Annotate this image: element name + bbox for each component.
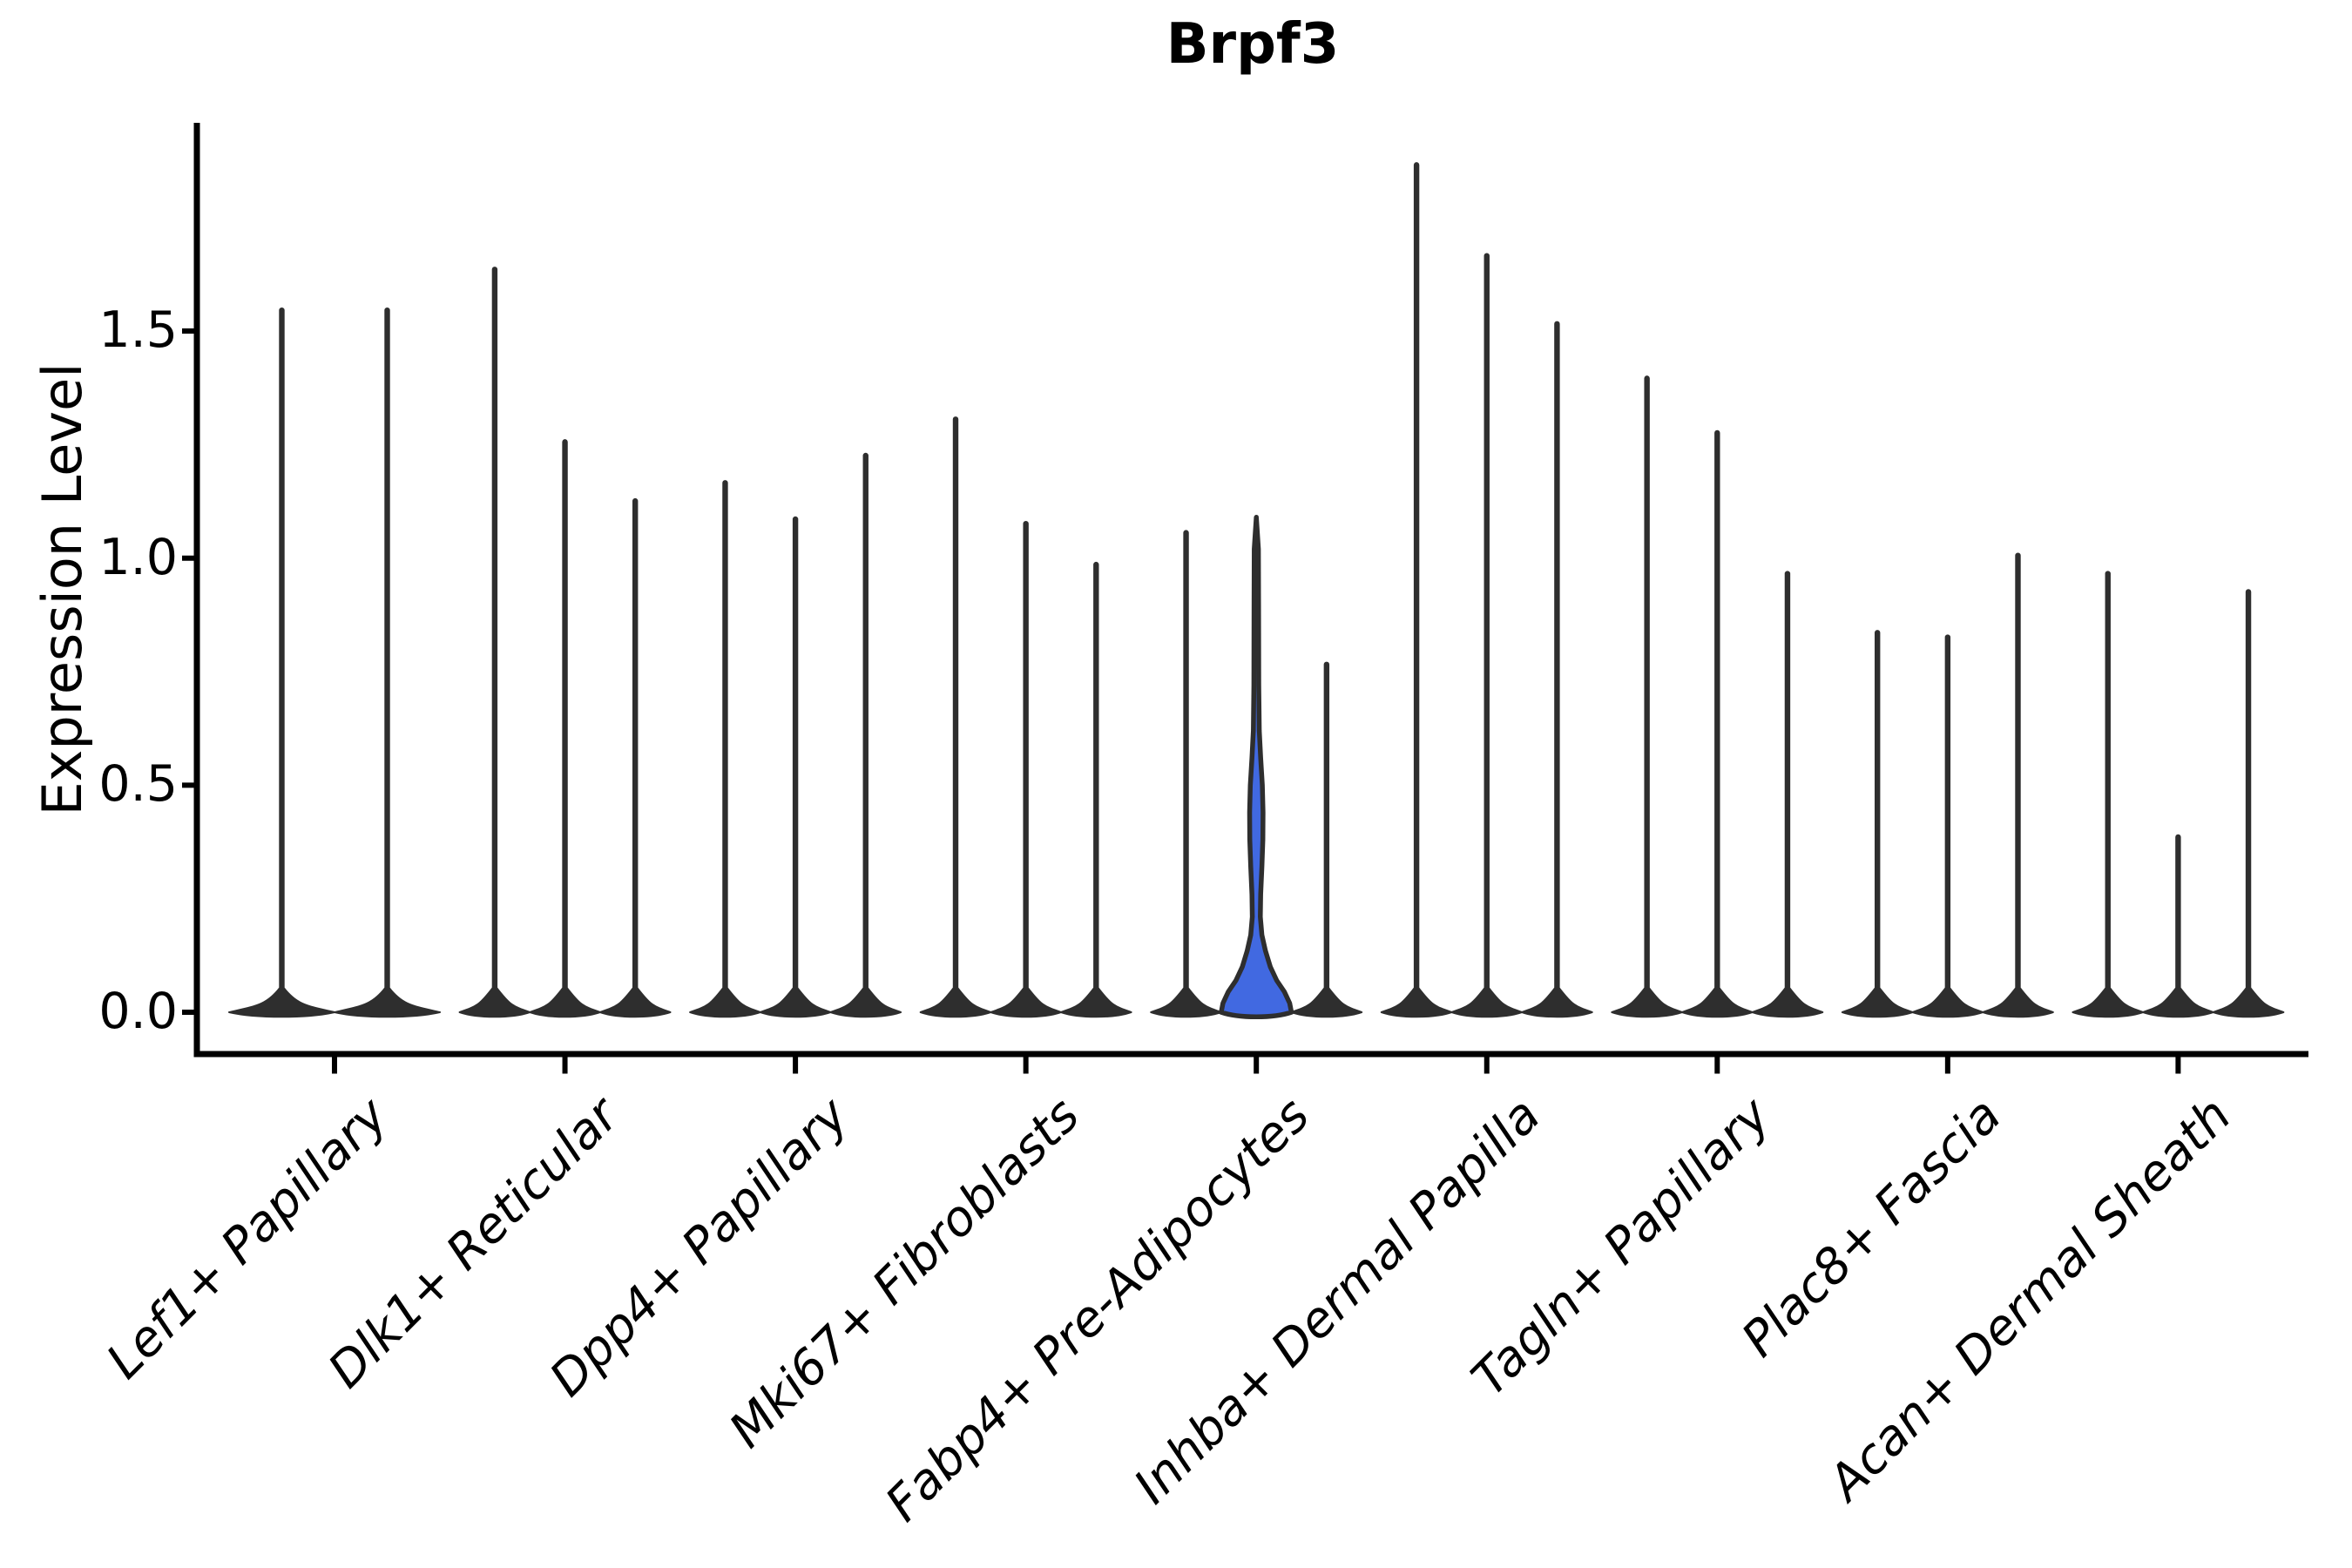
y-tick-label: 1.5 — [98, 301, 178, 360]
violin — [919, 416, 992, 1018]
violin — [529, 439, 601, 1018]
violin — [1611, 375, 1683, 1018]
violin — [990, 521, 1062, 1018]
violin — [1450, 253, 1524, 1018]
y-tick-label: 0.5 — [98, 755, 178, 814]
violin — [689, 480, 761, 1018]
violin — [1060, 561, 1132, 1018]
violin — [1982, 552, 2054, 1018]
violin — [1290, 661, 1363, 1018]
violin — [759, 516, 832, 1018]
violin — [334, 308, 441, 1018]
violin — [829, 452, 902, 1018]
plot-title: Brpf3 — [1166, 12, 1340, 77]
violin — [1681, 429, 1754, 1018]
violin — [2142, 834, 2214, 1018]
highlighted-violin — [1219, 515, 1294, 1019]
violin — [2212, 589, 2285, 1018]
violin — [228, 308, 335, 1018]
violin — [1841, 630, 1914, 1018]
violin — [1150, 530, 1222, 1018]
violin — [1911, 634, 1984, 1018]
violin — [1751, 571, 1824, 1018]
violin — [458, 267, 531, 1018]
violin — [1521, 321, 1593, 1018]
y-tick-label: 1.0 — [98, 528, 178, 586]
violin — [1380, 162, 1453, 1018]
violin — [598, 497, 672, 1018]
y-tick-label: 0.0 — [98, 983, 178, 1040]
violin — [2072, 571, 2145, 1018]
